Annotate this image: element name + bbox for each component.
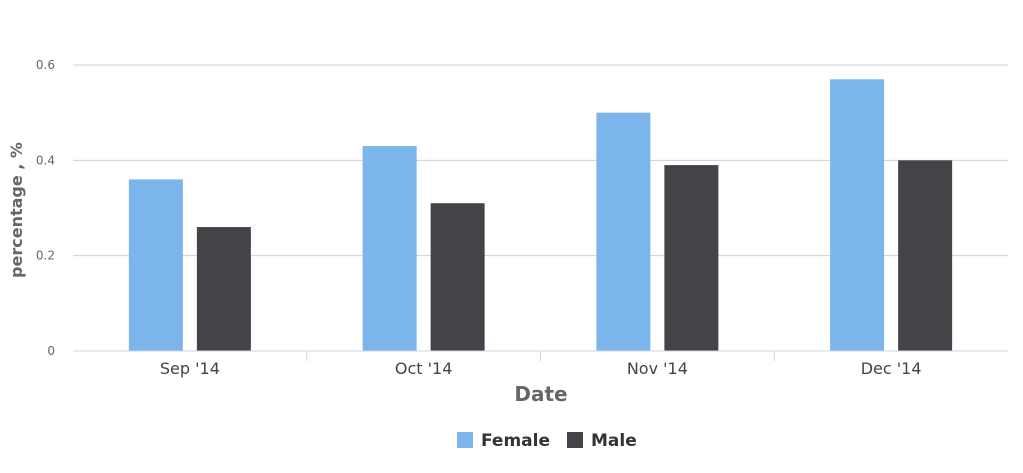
x-tick-label: Dec '14 [861,359,922,378]
legend[interactable]: Female Male [457,431,637,451]
legend-swatch [567,432,583,448]
bar-male-0[interactable] [196,227,251,351]
legend-label: Male [591,431,637,451]
x-axis-title: Date [514,382,567,406]
legend-swatch [457,432,473,448]
x-tick-label: Nov '14 [627,359,688,378]
y-axis-ticks: 0 0.2 0.4 0.6 [36,58,55,358]
bar-female-2[interactable] [596,112,651,352]
bar-female-3[interactable] [830,79,885,352]
x-tick-label: Oct '14 [395,359,453,378]
legend-label: Female [481,431,550,451]
y-tick-label: 0.4 [36,153,55,167]
legend-item-male[interactable]: Male [567,431,637,451]
bar-male-2[interactable] [664,165,719,351]
y-tick-label: 0 [47,344,55,358]
bar-male-3[interactable] [898,160,953,351]
y-tick-label: 0.6 [36,58,55,72]
x-tick-label: Sep '14 [160,359,220,378]
bars [128,79,953,352]
bar-female-0[interactable] [128,179,183,351]
y-axis-title: percentage , % [7,142,26,278]
legend-item-female[interactable]: Female [457,431,550,451]
bar-female-1[interactable] [362,146,417,351]
bar-male-1[interactable] [430,203,485,351]
y-tick-label: 0.2 [36,249,55,263]
x-axis-ticks: Sep '14 Oct '14 Nov '14 Dec '14 [160,351,922,378]
